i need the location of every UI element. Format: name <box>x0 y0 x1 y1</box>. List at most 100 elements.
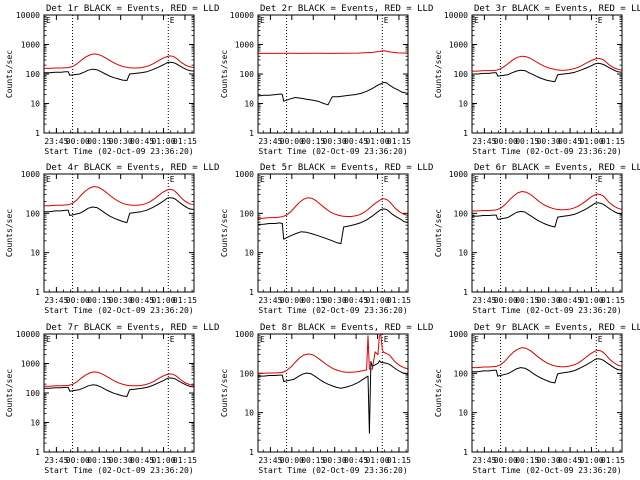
detector-panel-4: Det 4r BLACK = Events, RED = LLD 1 10 100 10… <box>5 163 219 315</box>
y-axis-label: Counts/sec <box>434 369 443 417</box>
detector-panel-3: Det 3r BLACK = Events, RED = LLD 1 10 100 10… <box>434 4 640 156</box>
flag-label: E <box>46 16 51 25</box>
x-tick-label: 01:00 <box>151 296 175 305</box>
flag-label: E <box>384 175 389 184</box>
y-tick-label: 10 <box>30 249 40 258</box>
x-tick-label: 01:15 <box>173 137 197 146</box>
flag-label: E <box>46 175 51 184</box>
y-tick-label: 10 <box>30 100 40 109</box>
panel-title: Det 1r BLACK = Events, RED = LLD <box>46 4 219 14</box>
flag-label: E <box>598 16 603 25</box>
detector-panel-7: Det 7r BLACK = Events, RED = LLD 1 10 100 10… <box>5 323 219 475</box>
plot-frame <box>257 173 409 293</box>
lld-series-line <box>44 186 195 207</box>
y-tick-label: 10000 <box>16 330 40 339</box>
x-tick-label: 00:30 <box>323 296 347 305</box>
x-tick-label: 00:45 <box>558 296 582 305</box>
y-tick-label: 100 <box>454 209 469 218</box>
y-tick-label: 10 <box>30 419 40 428</box>
flag-label: E <box>170 175 175 184</box>
x-tick-label: 00:30 <box>109 296 133 305</box>
events-series-line <box>258 360 409 434</box>
x-tick-label: 00:30 <box>537 137 561 146</box>
panel-title: Det 9r BLACK = Events, RED = LLD <box>474 323 640 333</box>
x-tick-label: 01:00 <box>365 137 389 146</box>
flag-label: E <box>260 16 265 25</box>
y-axis-label: Counts/sec <box>5 209 14 257</box>
plot-frame <box>471 173 623 293</box>
x-tick-label: 01:15 <box>601 296 625 305</box>
flag-label: E <box>474 175 479 184</box>
x-tick-label: 00:45 <box>344 456 368 465</box>
x-tick-label: 00:00 <box>494 296 518 305</box>
y-tick-label: 1000 <box>235 330 254 339</box>
panel-title: Det 2r BLACK = Events, RED = LLD <box>260 4 433 14</box>
detector-panel-9: Det 9r BLACK = Events, RED = LLD 1 10 100 10… <box>434 323 640 475</box>
events-series-line <box>257 81 409 106</box>
x-tick-label: 01:00 <box>151 456 175 465</box>
panel-title: Det 3r BLACK = Events, RED = LLD <box>474 4 640 14</box>
flag-label: E <box>384 335 389 344</box>
x-tick-label: 00:00 <box>66 296 90 305</box>
x-tick-label: 00:30 <box>537 296 561 305</box>
y-tick-label: 1 <box>463 448 468 457</box>
x-tick-label: 00:00 <box>280 137 304 146</box>
flag-label: E <box>474 16 479 25</box>
panel-title: Det 5r BLACK = Events, RED = LLD <box>260 163 433 173</box>
y-tick-label: 100 <box>26 209 41 218</box>
y-tick-label: 10000 <box>16 11 40 20</box>
plot-frame <box>43 173 195 293</box>
detector-panel-1: Det 1r BLACK = Events, RED = LLD 1 10 100 10… <box>5 4 219 156</box>
x-axis-label: Start Time (02-Oct-09 23:36:20) <box>258 306 407 315</box>
lld-series-line <box>472 191 623 212</box>
y-tick-label: 10 <box>244 100 254 109</box>
y-tick-label: 10 <box>458 249 468 258</box>
lld-series-line <box>472 347 623 369</box>
x-tick-label: 23:45 <box>44 456 68 465</box>
x-tick-label: 00:30 <box>537 456 561 465</box>
detector-panel-6: Det 6r BLACK = Events, RED = LLD 1 10 100 10… <box>434 163 640 315</box>
x-tick-label: 00:45 <box>558 456 582 465</box>
y-axis-label: Counts/sec <box>220 369 229 417</box>
y-tick-label: 1000 <box>235 170 254 179</box>
y-tick-label: 1 <box>249 448 254 457</box>
lld-series-line <box>44 53 195 69</box>
x-tick-label: 01:15 <box>173 296 197 305</box>
x-tick-label: 00:30 <box>109 456 133 465</box>
y-axis-label: Counts/sec <box>434 209 443 257</box>
x-tick-label: 00:45 <box>130 296 154 305</box>
x-axis-label: Start Time (02-Oct-09 23:36:20) <box>258 466 407 475</box>
panel-title: Det 6r BLACK = Events, RED = LLD <box>474 163 640 173</box>
y-axis-label: Counts/sec <box>220 50 229 98</box>
x-tick-label: 00:15 <box>301 296 325 305</box>
x-tick-label: 23:45 <box>258 296 282 305</box>
y-tick-label: 1000 <box>449 41 468 50</box>
y-tick-label: 10000 <box>444 11 468 20</box>
flag-label: E <box>46 335 51 344</box>
flag-label: E <box>260 175 265 184</box>
lld-series-line <box>258 334 409 374</box>
y-tick-label: 1 <box>463 129 468 138</box>
lld-series-line <box>258 197 409 219</box>
x-tick-label: 01:00 <box>579 456 603 465</box>
x-tick-label: 01:15 <box>601 456 625 465</box>
y-tick-label: 1000 <box>449 330 468 339</box>
y-tick-label: 10 <box>458 100 468 109</box>
x-axis-label: Start Time (02-Oct-09 23:36:20) <box>258 147 407 156</box>
flag-label: E <box>170 16 175 25</box>
plot-frame <box>43 14 195 134</box>
x-axis-label: Start Time (02-Oct-09 23:36:20) <box>472 306 621 315</box>
flag-label: E <box>384 16 389 25</box>
lld-series-line <box>258 50 409 54</box>
events-series-line <box>472 358 623 384</box>
y-tick-label: 100 <box>240 70 255 79</box>
events-series-line <box>44 197 195 224</box>
x-tick-label: 01:00 <box>151 137 175 146</box>
lld-series-line <box>472 55 623 72</box>
x-tick-label: 00:15 <box>515 296 539 305</box>
x-tick-label: 00:00 <box>66 137 90 146</box>
x-tick-label: 01:15 <box>387 296 411 305</box>
plot-frame <box>471 14 623 134</box>
